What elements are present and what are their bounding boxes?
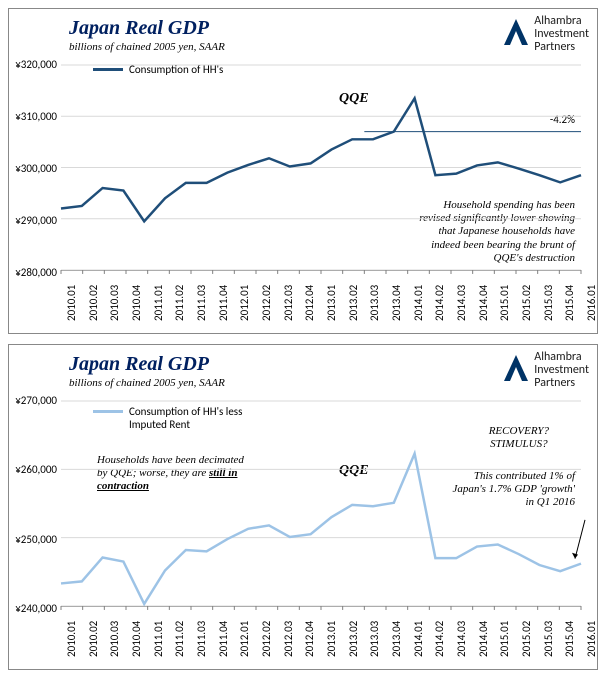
x-axis-label: 2015.01 — [498, 285, 511, 321]
x-axis-label: 2015.03 — [542, 621, 555, 657]
chart-1-title: Japan Real GDP — [69, 17, 209, 40]
x-axis-label: 2013.03 — [368, 285, 381, 321]
x-axis-label: 2014.04 — [477, 621, 490, 657]
x-axis-label: 2011.03 — [195, 621, 208, 657]
x-axis-label: 2013.02 — [347, 285, 360, 321]
y-axis-label: ¥290,000 — [9, 214, 57, 227]
x-axis-label: 2011.02 — [173, 621, 186, 657]
x-axis-label: 2015.04 — [563, 621, 576, 657]
x-axis-label: 2012.01 — [238, 621, 251, 657]
chart-1-subtitle: billions of chained 2005 yen, SAAR — [69, 41, 225, 53]
x-axis-label: 2013.02 — [347, 621, 360, 657]
x-axis-label: 2015.03 — [542, 285, 555, 321]
logo-icon — [502, 15, 530, 49]
x-axis-label: 2011.02 — [173, 285, 186, 321]
x-axis-label: 2010.03 — [108, 285, 121, 321]
x-axis-label: 2012.03 — [282, 285, 295, 321]
x-axis-label: 2012.02 — [260, 285, 273, 321]
chart-2-inner: Japan Real GDP billions of chained 2005 … — [9, 345, 597, 669]
x-axis-label: 2012.02 — [260, 621, 273, 657]
x-axis-label: 2013.04 — [390, 621, 403, 657]
x-axis-label: 2014.02 — [433, 285, 446, 321]
x-axis-label: 2011.04 — [217, 621, 230, 657]
y-axis-label: ¥260,000 — [9, 463, 57, 476]
y-axis-label: ¥250,000 — [9, 533, 57, 546]
y-axis-label: ¥280,000 — [9, 266, 57, 279]
y-axis-label: ¥240,000 — [9, 602, 57, 615]
x-axis-label: 2015.02 — [520, 621, 533, 657]
x-axis-label: 2013.01 — [325, 621, 338, 657]
x-axis-label: 2011.04 — [217, 285, 230, 321]
x-axis-label: 2013.01 — [325, 285, 338, 321]
x-axis-label: 2015.04 — [563, 285, 576, 321]
x-axis-label: 2015.01 — [498, 621, 511, 657]
logo-line3-2: Partners — [534, 377, 589, 390]
chart-2-svg — [61, 401, 581, 606]
y-axis-label: ¥270,000 — [9, 394, 57, 407]
x-axis-label: 2012.04 — [303, 621, 316, 657]
x-axis-label: 2010.01 — [65, 285, 78, 321]
logo-text-2: Alhambra Investment Partners — [534, 351, 589, 391]
x-axis-label: 2010.02 — [87, 621, 100, 657]
x-axis-label: 2012.04 — [303, 285, 316, 321]
y-axis-label: ¥300,000 — [9, 162, 57, 175]
chart-1-svg — [61, 65, 581, 270]
chart-2-plot — [61, 401, 581, 607]
chart-2-subtitle: billions of chained 2005 yen, SAAR — [69, 377, 225, 389]
x-axis-label: 2011.01 — [152, 621, 165, 657]
x-axis-label: 2012.01 — [238, 285, 251, 321]
logo-2: Alhambra Investment Partners — [502, 351, 589, 391]
x-axis-label: 2014.03 — [455, 621, 468, 657]
logo-line3: Partners — [534, 41, 589, 54]
logo-text-1: Alhambra Investment Partners — [534, 15, 589, 55]
x-axis-label: 2014.02 — [433, 621, 446, 657]
x-axis-label: 2014.03 — [455, 285, 468, 321]
chart-2-title: Japan Real GDP — [69, 353, 209, 376]
logo-1: Alhambra Investment Partners — [502, 15, 589, 55]
logo-icon-2 — [502, 351, 530, 385]
x-axis-label: 2015.02 — [520, 285, 533, 321]
x-axis-label: 2016.01 — [585, 621, 598, 657]
x-axis-label: 2014.01 — [412, 621, 425, 657]
x-axis-label: 2010.02 — [87, 285, 100, 321]
x-axis-label: 2014.01 — [412, 285, 425, 321]
chart-1-plot — [61, 65, 581, 271]
x-axis-label: 2016.01 — [585, 285, 598, 321]
chart-1-inner: Japan Real GDP billions of chained 2005 … — [9, 9, 597, 333]
chart-1-container: Japan Real GDP billions of chained 2005 … — [8, 8, 598, 334]
x-axis-label: 2010.04 — [130, 621, 143, 657]
y-axis-label: ¥320,000 — [9, 58, 57, 71]
chart-2-container: Japan Real GDP billions of chained 2005 … — [8, 344, 598, 670]
y-axis-label: ¥310,000 — [9, 110, 57, 123]
x-axis-label: 2010.01 — [65, 621, 78, 657]
x-axis-label: 2011.03 — [195, 285, 208, 321]
x-axis-label: 2010.04 — [130, 285, 143, 321]
x-axis-label: 2011.01 — [152, 285, 165, 321]
x-axis-label: 2013.04 — [390, 285, 403, 321]
x-axis-label: 2012.03 — [282, 621, 295, 657]
x-axis-label: 2014.04 — [477, 285, 490, 321]
x-axis-label: 2013.03 — [368, 621, 381, 657]
x-axis-label: 2010.03 — [108, 621, 121, 657]
